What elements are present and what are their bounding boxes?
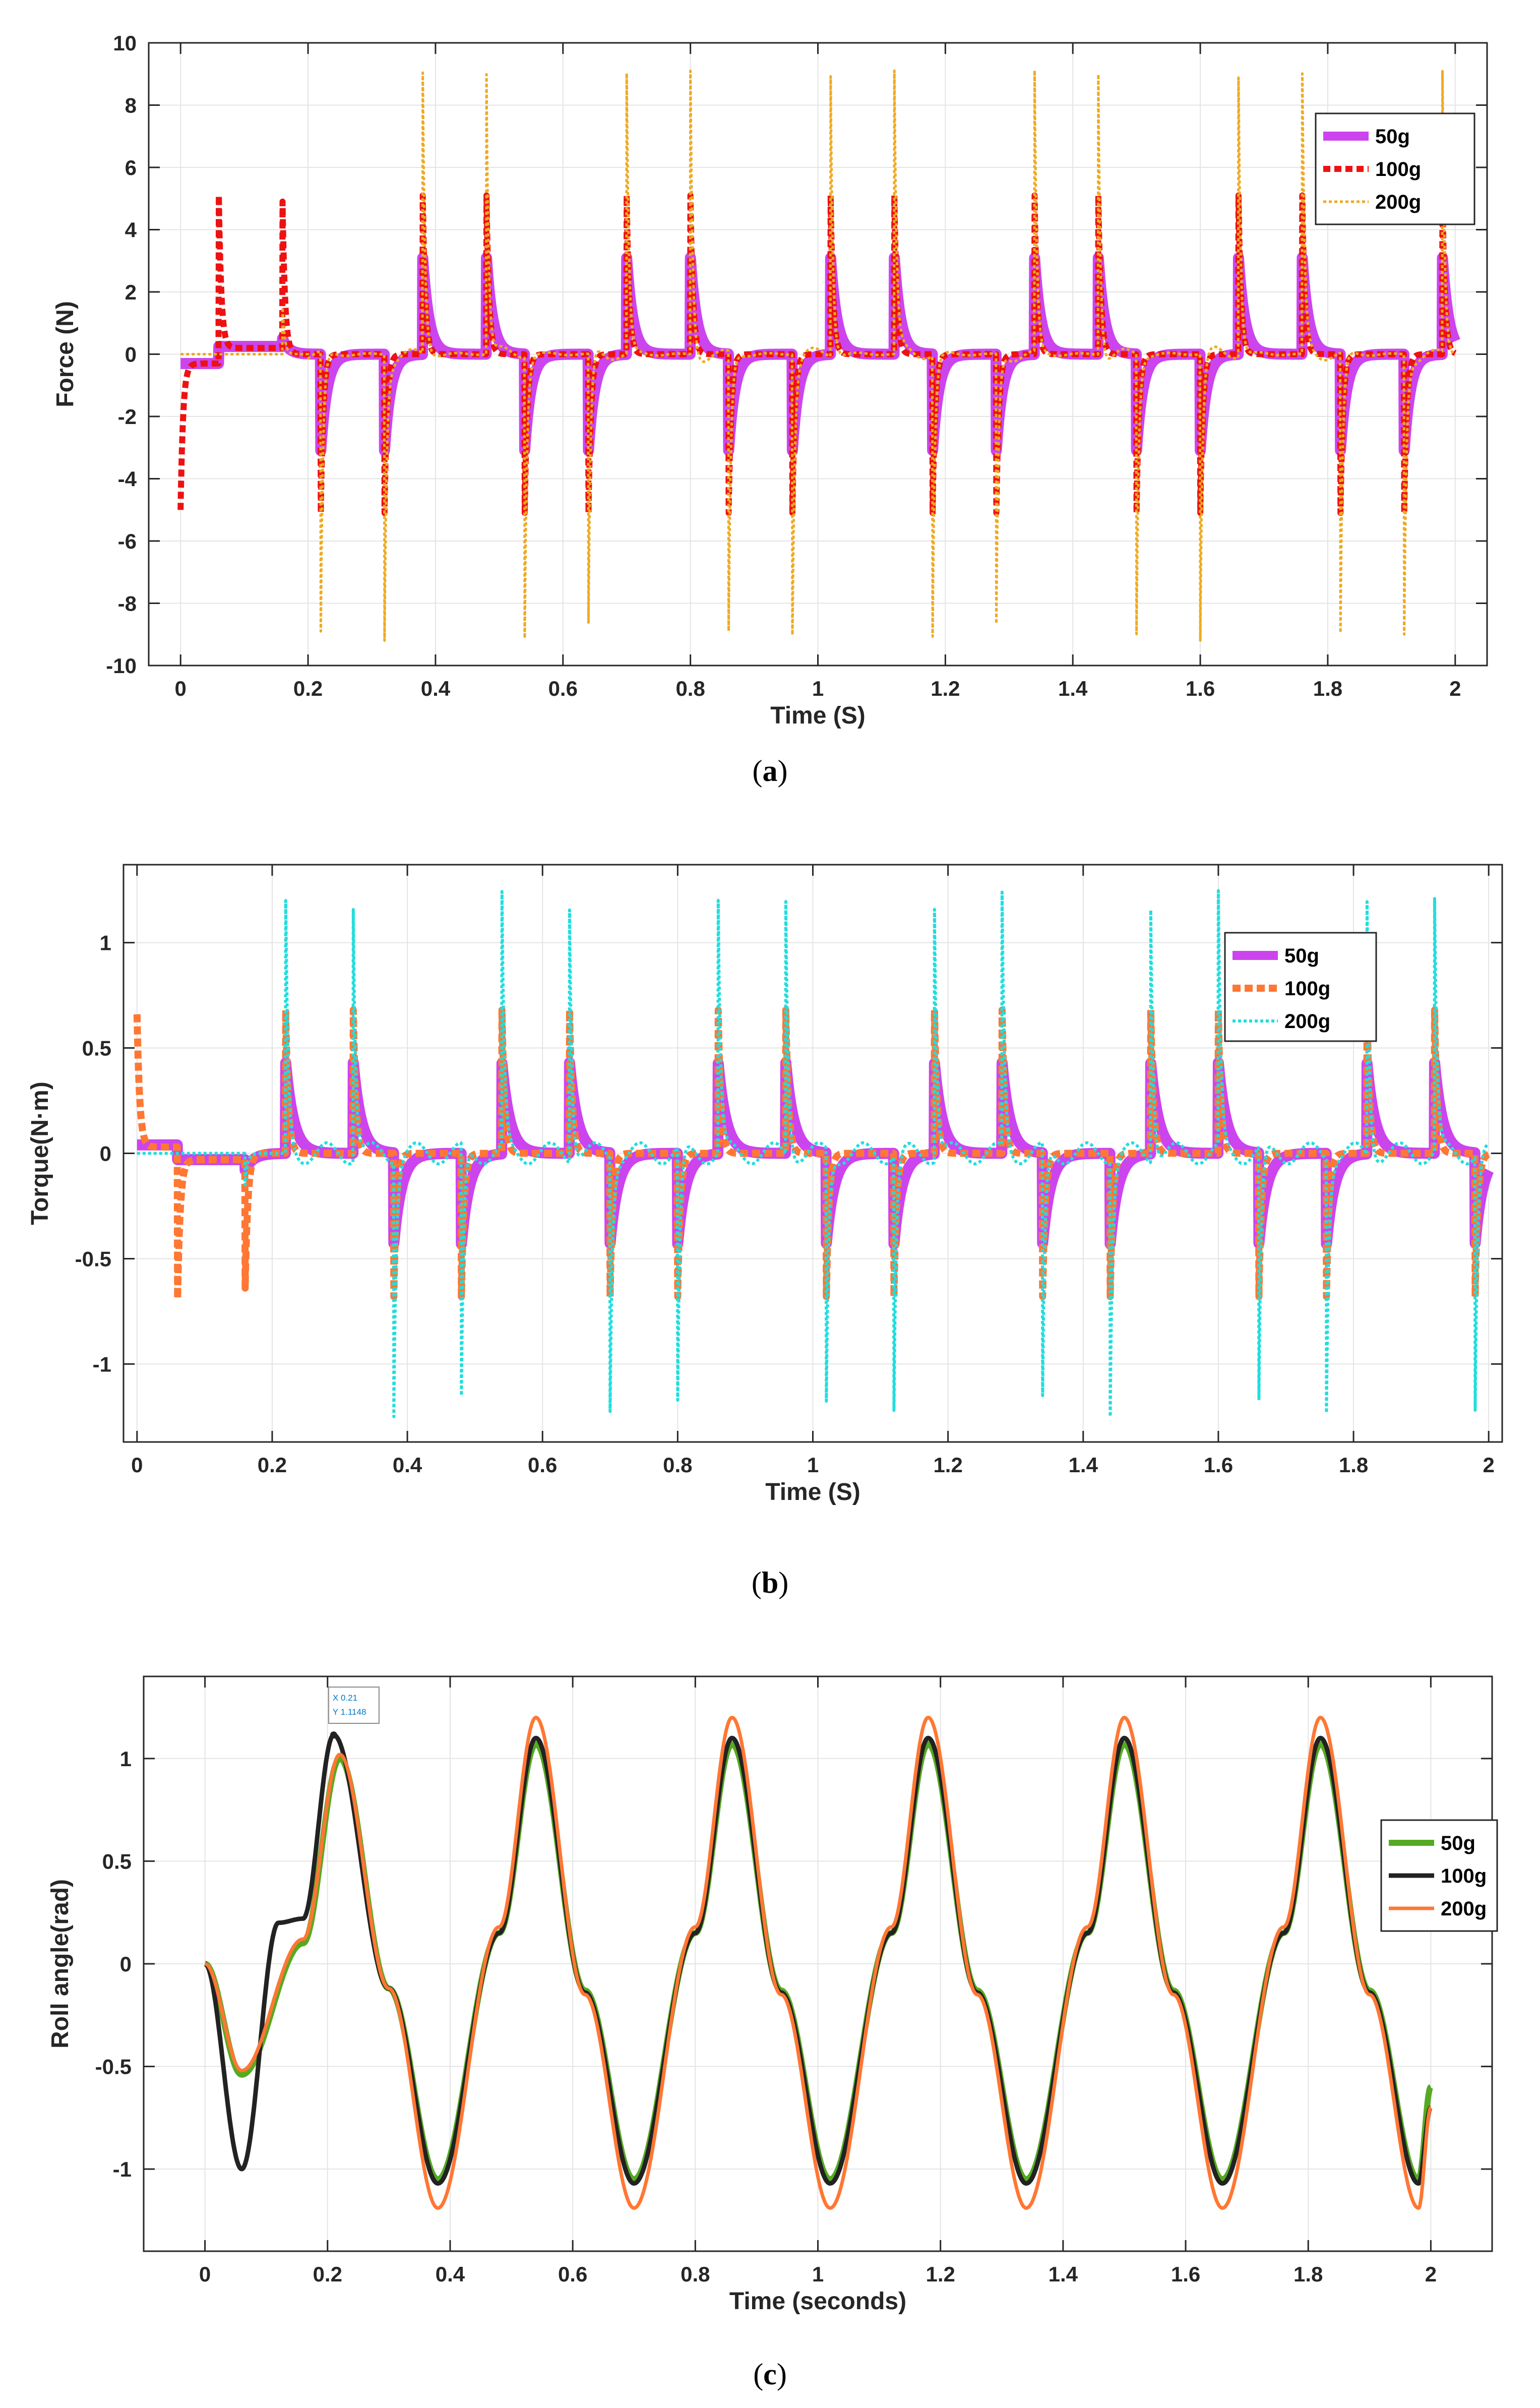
y-tick-label: -4 [118, 467, 137, 491]
y-tick-label: 2 [125, 280, 137, 304]
x-tick-label: 1.4 [1049, 2262, 1078, 2286]
force-panel: 0 0.2 0.4 0.6 0.8 1 1.2 1.4 1.6 1.8 2 -10 -8 -6 -4 -2 0 2… [0, 0, 1540, 807]
roll-chart: 0 0.2 0.4 0.6 0.8 1 1.2 1.4 1.6 1.8 2-1-0.500.51Ti… [47, 1675, 1498, 2315]
x-tick-label: 0 [131, 1453, 143, 1477]
x-tick-label: 1.2 [931, 677, 960, 700]
y-tick-label: -1 [113, 2157, 132, 2181]
series-200g-line [204, 1715, 1433, 2210]
y-tick-label: 6 [125, 156, 137, 179]
y-tick-label: 0 [120, 1952, 132, 1976]
x-axis-label: Time (seconds) [729, 2288, 906, 2315]
y-axis-label: Torque(N·m) [27, 1081, 53, 1225]
datatip-marker [330, 1731, 337, 1739]
series-200g-line [179, 69, 1456, 642]
x-tick-label: 1 [812, 2262, 824, 2286]
x-tick-label: 0.8 [681, 2262, 710, 2286]
force-chart: 0 0.2 0.4 0.6 0.8 1 1.2 1.4 1.6 1.8 2 -10 -8 -6 -4 -2 0 2… [52, 31, 1488, 729]
series-200g-line [136, 889, 1490, 1418]
y-tick-label: 4 [125, 218, 137, 242]
x-tick-label: 0.8 [675, 677, 705, 700]
x-tick-label: 0.2 [293, 677, 323, 700]
datatip-y: Y 1.1148 [333, 1707, 366, 1717]
caption-c: (c) [753, 2358, 787, 2391]
x-tick-label: 0.8 [663, 1453, 692, 1477]
legend: 50g 100g 200g [1224, 932, 1377, 1042]
x-tick-label: 0.6 [558, 2262, 587, 2286]
legend-label-100g: 100g [1441, 1865, 1487, 1887]
y-tick-label: -10 [106, 654, 137, 678]
y-tick-label: 1 [100, 931, 111, 955]
series-100g-line [177, 192, 1458, 516]
x-tick-label: 1.8 [1293, 2262, 1323, 2286]
y-tick-label: -0.5 [95, 2055, 132, 2079]
legend-label-200g: 200g [1284, 1010, 1330, 1033]
legend-label-50g: 50g [1441, 1832, 1475, 1854]
y-tick-label: -0.5 [75, 1247, 111, 1271]
x-tick-label: 1.8 [1339, 1453, 1368, 1477]
x-tick-label: 1.4 [1058, 677, 1088, 700]
x-tick-label: 0.4 [393, 1453, 422, 1477]
datatip-x: X 0.21 [333, 1693, 357, 1703]
x-tick-label: 0.4 [436, 2262, 465, 2286]
y-axis-label: Force (N) [52, 301, 79, 407]
y-axis-label: Roll angle(rad) [47, 1879, 74, 2049]
y-tick-label: -1 [93, 1352, 111, 1376]
x-tick-label: 0.6 [528, 1453, 557, 1477]
y-tick-label: -8 [118, 592, 137, 616]
y-tick-label: 10 [113, 31, 137, 55]
x-tick-label: 2 [1483, 1453, 1495, 1477]
x-tick-label: 0.6 [548, 677, 578, 700]
caption-a: (a) [752, 754, 788, 788]
legend-label-50g: 50g [1375, 126, 1410, 148]
x-tick-label: 1 [807, 1453, 819, 1477]
y-tick-label: -6 [118, 529, 137, 553]
legend-label-100g: 100g [1375, 158, 1421, 180]
legend-label-50g: 50g [1284, 945, 1319, 967]
y-tick-label: 0.5 [82, 1037, 111, 1060]
torque-panel: 0 0.2 0.4 0.6 0.8 1 1.2 1.4 1.6 1.8 2 -1 -0.5 0 0.5 1 Ti… [0, 822, 1540, 1629]
x-tick-label: 1 [812, 677, 824, 700]
legend-label-100g: 100g [1284, 978, 1330, 1000]
x-tick-label: 1.6 [1186, 677, 1215, 700]
x-axis-label: Time (S) [765, 1479, 860, 1506]
datatip-box [328, 1687, 380, 1724]
x-tick-label: 0.2 [258, 1453, 287, 1477]
y-tick-label: 0 [125, 343, 137, 367]
x-tick-label: 2 [1425, 2262, 1437, 2286]
y-tick-label: 0 [100, 1142, 111, 1166]
torque-chart: 0 0.2 0.4 0.6 0.8 1 1.2 1.4 1.6 1.8 2-1-0.500.51Ti… [27, 864, 1503, 1506]
legend: 50g 100g 200g [1315, 112, 1475, 225]
caption-b: (b) [751, 1566, 789, 1599]
datatip: X 0.21 Y 1.1148 [328, 1687, 380, 1739]
y-tick-label: 8 [125, 94, 137, 117]
legend-label-200g: 200g [1441, 1898, 1487, 1920]
legend-label-200g: 200g [1375, 191, 1421, 213]
x-tick-label: 0.2 [313, 2262, 342, 2286]
x-tick-label: 1.2 [926, 2262, 955, 2286]
x-tick-label: 1.6 [1171, 2262, 1200, 2286]
x-tick-label: 1.2 [933, 1453, 962, 1477]
y-tick-label: 0.5 [102, 1849, 132, 1873]
y-tick-label: -2 [118, 405, 137, 429]
x-tick-label: 1.4 [1069, 1453, 1098, 1477]
y-tick-label: 1 [120, 1747, 132, 1771]
x-tick-label: 0.4 [421, 677, 451, 700]
x-tick-label: 1.8 [1313, 677, 1342, 700]
x-tick-label: 2 [1449, 677, 1461, 700]
x-tick-label: 0 [199, 2262, 211, 2286]
x-axis-label: Time (S) [770, 702, 865, 729]
x-tick-label: 1.6 [1204, 1453, 1233, 1477]
x-tick-label: 0 [175, 677, 187, 700]
roll-panel: 0 0.2 0.4 0.6 0.8 1 1.2 1.4 1.6 1.8 2 -1 -0.5 0 0.5 1 Ti… [0, 1641, 1540, 2408]
legend: 50g 100g 200g [1380, 1819, 1498, 1932]
